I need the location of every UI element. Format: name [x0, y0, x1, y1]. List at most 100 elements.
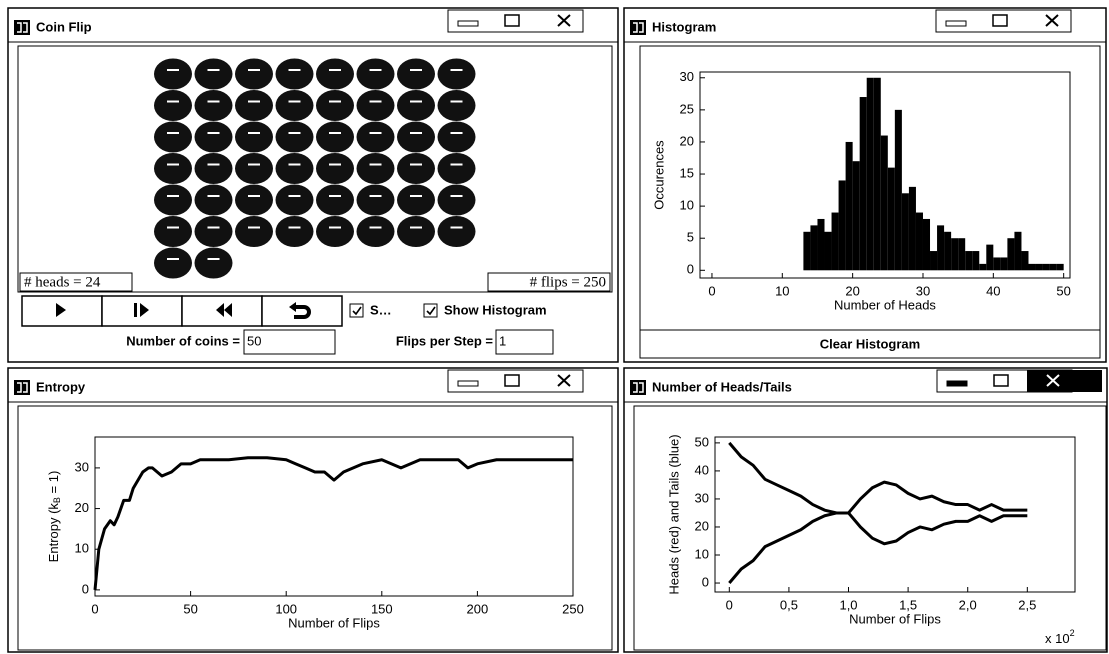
histogram-bar: [1007, 238, 1015, 271]
coin: [356, 121, 395, 153]
coin: [154, 153, 192, 184]
play-button[interactable]: [21, 295, 103, 327]
x-axis-label: Number of Flips: [288, 615, 380, 630]
data-line: [93, 456, 573, 591]
coin: [437, 216, 476, 247]
histogram-bar: [817, 218, 825, 271]
coins-input[interactable]: 50: [243, 329, 336, 355]
histogram-bar: [1049, 263, 1057, 271]
window-icon-glyph: [17, 22, 28, 33]
x-axis-label: Number of Flips: [849, 611, 941, 626]
histogram-bar: [810, 225, 818, 271]
input-value: 50: [247, 333, 261, 348]
maximize-icon: [504, 14, 520, 27]
histogram-bar: [831, 212, 839, 271]
histogram-bar: [838, 180, 846, 271]
x-tick-label: 30: [916, 283, 930, 298]
maximize-button[interactable]: [504, 374, 520, 387]
y-label-sub: B: [52, 497, 62, 503]
coins-label: Number of coins =: [126, 333, 240, 348]
y-label-part: Entropy (k: [46, 503, 61, 563]
plot-frame: [699, 71, 1071, 279]
y-tick-label: 15: [680, 165, 694, 180]
histogram-bar: [951, 238, 959, 271]
flips-step-input[interactable]: 1: [495, 329, 554, 355]
minimize-button[interactable]: [457, 20, 479, 27]
histogram-bar: [930, 251, 938, 271]
coin: [356, 90, 395, 121]
y-tick-label: 40: [695, 462, 709, 477]
coin: [154, 247, 192, 279]
coin: [437, 58, 476, 90]
coin: [194, 121, 233, 153]
coin: [275, 184, 314, 216]
y-tick-label: 0: [687, 262, 694, 277]
y-tick-label: 0: [702, 574, 709, 589]
input-box: [495, 329, 554, 355]
close-bg: [1027, 370, 1102, 392]
histogram-bar: [887, 167, 895, 271]
histogram-bar: [901, 193, 909, 271]
histogram-bar: [1021, 251, 1029, 271]
data-line: [728, 441, 1028, 515]
coin-area: [17, 45, 613, 293]
y-tick-label: 25: [680, 101, 694, 116]
close-button[interactable]: [557, 374, 571, 387]
checkbox-short[interactable]: S…: [349, 302, 392, 318]
close-button[interactable]: [1045, 14, 1059, 27]
histogram-bar: [972, 251, 980, 271]
x-tick-label: 1,0: [839, 597, 857, 612]
x-tick-label: 150: [371, 601, 393, 616]
y-tick-label: 30: [75, 459, 89, 474]
y-tick-label: 5: [687, 230, 694, 245]
close-button[interactable]: [1027, 370, 1102, 392]
reset-button-frame: [261, 295, 343, 327]
histogram-bar: [1042, 263, 1050, 271]
histogram-bar: [873, 77, 881, 271]
y-axis-label: Entropy (kB = 1): [46, 471, 62, 563]
step-button[interactable]: [101, 295, 183, 327]
x-tick-label: 250: [562, 601, 584, 616]
minimize-button[interactable]: [457, 380, 479, 387]
checkbox-box: [349, 303, 364, 318]
coin: [397, 58, 435, 90]
minimize-button[interactable]: [946, 380, 968, 387]
maximize-button[interactable]: [504, 14, 520, 27]
y-tick-label: 50: [695, 434, 709, 449]
x-tick-label: 40: [986, 283, 1000, 298]
coin: [154, 216, 192, 247]
coin: [437, 90, 476, 121]
histogram-bar: [1056, 263, 1064, 271]
coin: [437, 153, 476, 184]
reset-button[interactable]: [261, 295, 343, 327]
coin: [397, 121, 435, 153]
coin: [356, 153, 395, 184]
maximize-button[interactable]: [992, 14, 1008, 27]
plot-panel: [633, 405, 1107, 651]
coin: [194, 90, 233, 121]
checkbox-label: Show Histogram: [444, 302, 547, 317]
checkbox-tick: [352, 306, 362, 316]
x-tick-label: 0,5: [780, 597, 798, 612]
x-tick-label: 50: [1056, 283, 1070, 298]
y-tick-label: 20: [75, 500, 89, 515]
minimize-icon: [457, 380, 479, 387]
x-tick-label: 100: [275, 601, 297, 616]
play-button-icon: [56, 303, 66, 317]
coin: [235, 216, 273, 247]
coin: [275, 121, 314, 153]
histogram-bar: [958, 238, 966, 271]
checkbox-label: S…: [370, 302, 392, 317]
histogram-bar: [852, 161, 860, 271]
histogram-bar: [1035, 263, 1043, 271]
maximize-button[interactable]: [993, 374, 1009, 387]
checkbox-histogram[interactable]: Show Histogram: [423, 302, 547, 318]
minimize-button[interactable]: [945, 20, 967, 27]
x-tick-label: 0: [726, 597, 733, 612]
clear-histogram-button[interactable]: Clear Histogram: [639, 329, 1101, 359]
close-button[interactable]: [557, 14, 571, 27]
histogram-bar: [915, 212, 923, 271]
rewind-button[interactable]: [181, 295, 263, 327]
y-tick-label: 20: [680, 133, 694, 148]
